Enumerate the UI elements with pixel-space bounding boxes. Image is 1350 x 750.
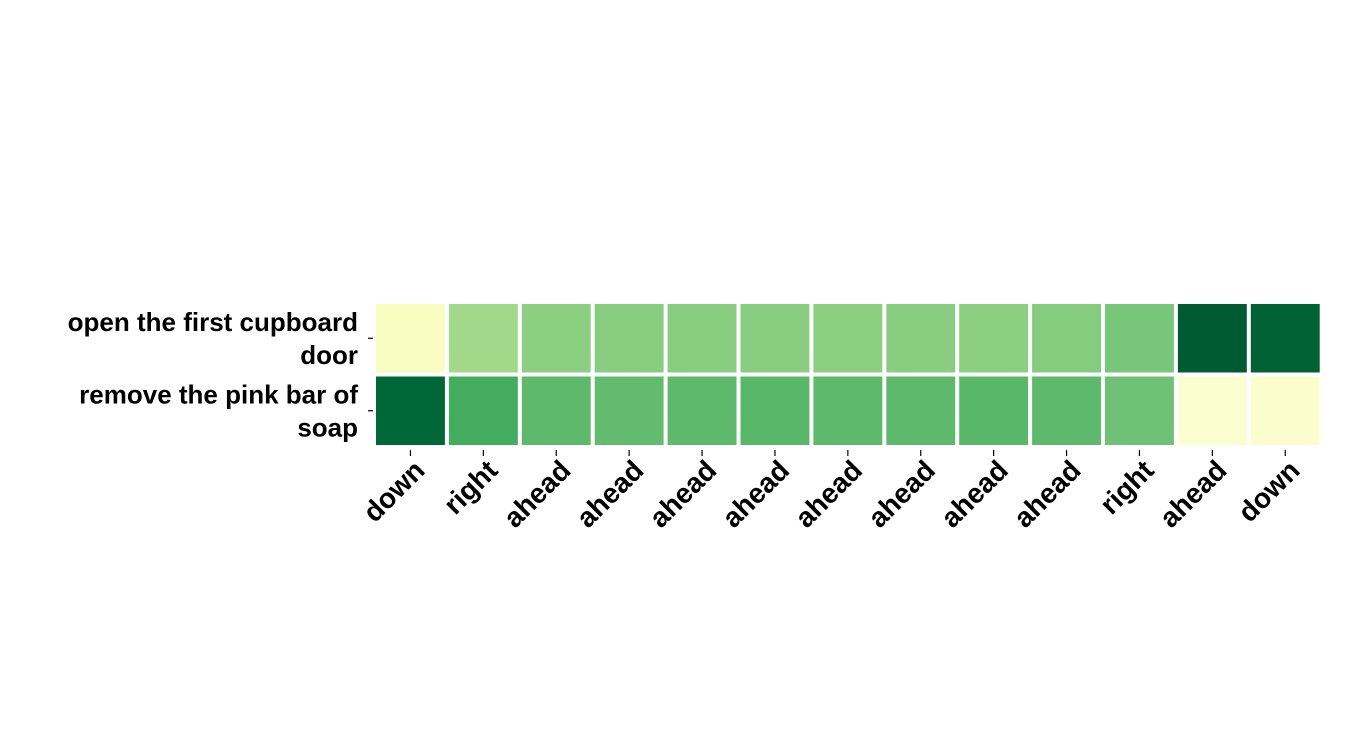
heatmap-cell <box>813 376 883 445</box>
heatmap-cell <box>1105 304 1174 373</box>
heatmap-cell <box>886 304 956 373</box>
heatmap-cell <box>667 376 737 445</box>
heatmap-cell <box>1250 304 1320 373</box>
y-tick-label-line: open the first cupboard <box>68 307 358 337</box>
x-tick-label: down <box>1232 454 1306 528</box>
y-tick-label-line: door <box>300 340 358 370</box>
heatmap-cells <box>376 304 1320 445</box>
heatmap-cell <box>740 304 810 373</box>
heatmap-cell <box>448 304 518 373</box>
heatmap-cell <box>1177 304 1247 373</box>
x-tick-label: ahead <box>497 454 576 533</box>
x-tick-label: ahead <box>862 454 941 533</box>
x-tick-label: down <box>357 454 431 528</box>
x-tick-label: ahead <box>789 454 868 533</box>
heatmap-cell <box>594 376 664 445</box>
y-axis-labels: open the first cupboard door remove the pi… <box>68 307 359 443</box>
x-tick-label: right <box>438 454 504 520</box>
heatmap-cell <box>1177 376 1247 445</box>
heatmap-cell <box>959 304 1029 373</box>
heatmap-cell <box>1032 376 1101 445</box>
heatmap-cell <box>1032 304 1101 373</box>
x-tick-label: ahead <box>935 454 1014 533</box>
x-tick-label: ahead <box>570 454 649 533</box>
y-tick-label-line: soap <box>297 412 358 442</box>
x-axis-labels: down rightaheadaheadaheadaheadaheadaheada… <box>357 454 1306 533</box>
heatmap-cell <box>1250 376 1320 445</box>
heatmap-cell <box>521 304 591 373</box>
x-tick-label: right <box>1094 454 1160 520</box>
heatmap-cell <box>448 376 518 445</box>
heatmap-cell <box>376 304 445 373</box>
x-tick-label: ahead <box>643 454 722 533</box>
axis-ticks <box>368 337 1286 456</box>
heatmap-cell <box>594 304 664 373</box>
heatmap-cell <box>959 376 1029 445</box>
heatmap-cell <box>886 376 956 445</box>
heatmap-cell <box>1105 376 1174 445</box>
heatmap-cell <box>376 376 445 445</box>
y-tick-label: remove the pink bar of soap <box>79 379 358 442</box>
heatmap-cell <box>813 304 883 373</box>
heatmap-cell <box>667 304 737 373</box>
heatmap-cell <box>521 376 591 445</box>
x-tick-label: ahead <box>1008 454 1087 533</box>
heatmap-cell <box>740 376 810 445</box>
x-tick-label: ahead <box>716 454 795 533</box>
x-tick-label: ahead <box>1153 454 1232 533</box>
y-tick-label: open the first cupboard door <box>68 307 358 370</box>
y-tick-label-line: remove the pink bar of <box>79 379 358 409</box>
